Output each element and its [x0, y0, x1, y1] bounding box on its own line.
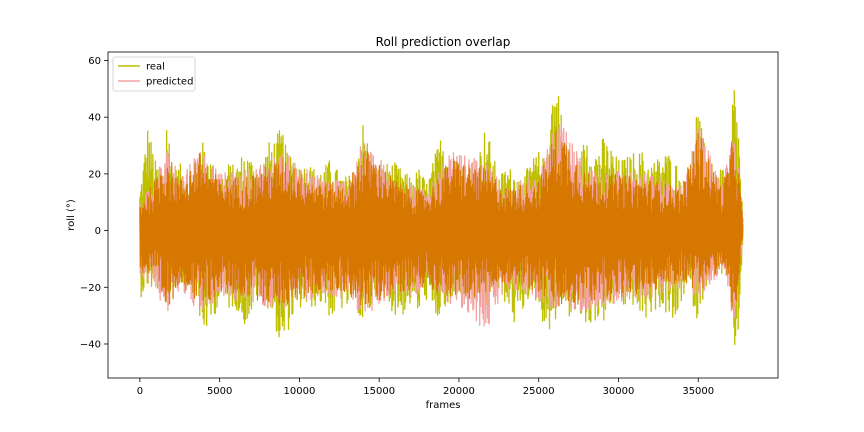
y-tick-label: 40 [88, 113, 101, 124]
x-tick-label: 5000 [207, 386, 232, 397]
x-tick-label: 25000 [523, 386, 555, 397]
y-axis: −40 −20 0 20 40 60 [80, 56, 108, 350]
legend: real predicted [112, 56, 196, 92]
x-axis: 0 5000 10000 15000 20000 25000 30000 35000 [137, 378, 714, 397]
y-tick-label: 0 [95, 226, 101, 237]
y-tick-label: −20 [80, 283, 101, 294]
series-line-overlap [139, 130, 744, 308]
y-axis-label: roll (°) [66, 199, 77, 231]
y-tick-label: 20 [88, 169, 101, 180]
x-tick-label: 30000 [603, 386, 635, 397]
x-tick-label: 0 [137, 386, 143, 397]
x-tick-label: 15000 [363, 386, 395, 397]
x-tick-label: 20000 [443, 386, 475, 397]
y-tick-label: 60 [88, 56, 101, 67]
y-tick-label: −40 [80, 339, 101, 350]
x-tick-label: 35000 [682, 386, 714, 397]
x-axis-label: frames [426, 400, 461, 411]
legend-label-predicted: predicted [146, 77, 193, 88]
x-tick-label: 10000 [284, 386, 316, 397]
chart-title: Roll prediction overlap [376, 35, 511, 49]
series-layer [139, 90, 744, 346]
legend-label-real: real [146, 62, 165, 73]
